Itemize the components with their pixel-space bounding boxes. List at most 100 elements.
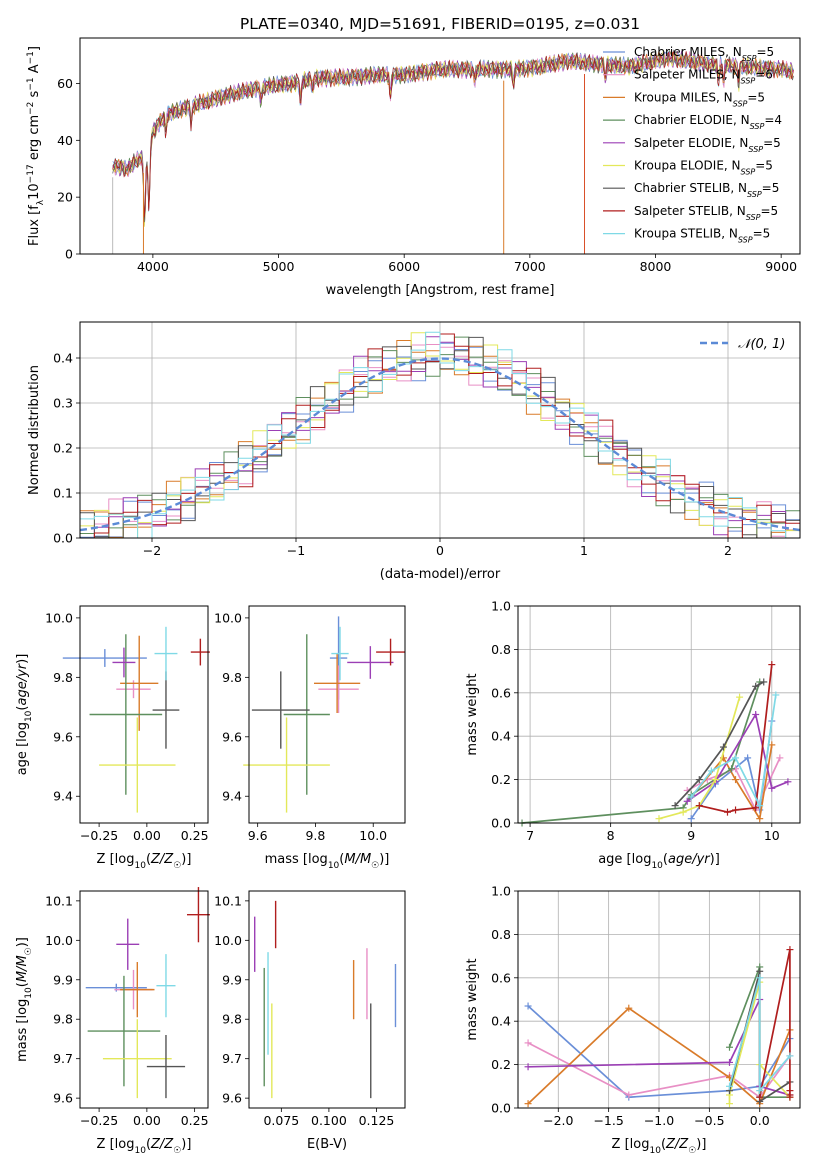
y-axis-label: Flux [fλ10−17 erg cm−2 s−1 A−1] xyxy=(26,46,46,246)
x-tick-label: 4000 xyxy=(137,259,169,274)
error-bar-point xyxy=(376,638,405,666)
legend-entry: Salpeter ELODIE, NSSP=5 xyxy=(634,136,781,154)
axes-frame xyxy=(517,605,801,824)
x-tick-label: 9.6 xyxy=(248,828,268,843)
error-bar-point xyxy=(318,665,359,714)
x-tick-label: 8 xyxy=(607,828,615,843)
weight-series xyxy=(695,661,776,816)
x-tick-label: 0.100 xyxy=(311,1113,347,1128)
y-tick-label: 0.0 xyxy=(491,816,511,831)
x-tick-label: 8000 xyxy=(640,259,672,274)
axes: 0.075 0.100 0.125 9.6 9.7 9.8 9.9 10.0 10.1 E(B-V… xyxy=(214,890,406,1152)
x-tick-label: 2 xyxy=(724,543,732,558)
histogram-step xyxy=(80,331,800,538)
legend-entry: Kroupa MILES, NSSP=5 xyxy=(634,90,765,108)
axes: −0.25 0.00 0.25 9.4 9.6 9.8 10.0 Z [log10(Z/Z☉)… xyxy=(15,605,209,871)
weight-series xyxy=(671,678,768,810)
x-axis-label: Z [log10(Z/Z☉)] xyxy=(97,852,192,871)
y-tick-label: 9.6 xyxy=(222,729,242,744)
y-tick-label: 0.6 xyxy=(491,685,511,700)
y-tick-label: 0.4 xyxy=(53,351,73,366)
weight-line xyxy=(658,696,741,820)
y-tick-label: 1.0 xyxy=(491,884,511,899)
age-vs-z-panel: −0.25 0.00 0.25 9.4 9.6 9.8 10.0 Z [log10(Z/Z☉)… xyxy=(15,605,210,871)
x-tick-label: −1 xyxy=(287,543,305,558)
x-tick-label: 0.00 xyxy=(133,828,161,843)
x-tick-label: −0.25 xyxy=(80,828,118,843)
axes-frame xyxy=(248,605,406,824)
y-tick-label: 10.0 xyxy=(45,610,73,625)
y-tick-label: 0.4 xyxy=(491,729,511,744)
x-tick-label: 9000 xyxy=(765,259,797,274)
x-tick-label: −1.0 xyxy=(644,1113,674,1128)
mass-vs-ebv-panel: 0.075 0.100 0.125 9.6 9.7 9.8 9.9 10.0 10.1 E(B-V… xyxy=(214,890,406,1152)
error-bar-point xyxy=(99,717,176,813)
error-bar-point xyxy=(62,649,147,667)
x-tick-label: −2 xyxy=(143,543,161,558)
error-bar-point xyxy=(120,962,155,1018)
x-tick-label: 9.8 xyxy=(305,828,325,843)
x-tick-label: 10.0 xyxy=(359,828,387,843)
y-tick-label: 0.2 xyxy=(53,441,73,456)
y-tick-label: 20 xyxy=(57,190,73,205)
spectrum-line xyxy=(112,50,794,221)
error-bar-point xyxy=(156,954,176,1018)
axes-frame xyxy=(79,605,209,824)
legend: 𝒩(0, 1) xyxy=(700,337,785,352)
y-tick-label: 60 xyxy=(57,76,73,91)
x-tick-label: 5000 xyxy=(263,259,295,274)
y-axis-label: mass [log10(M/M☉)] xyxy=(15,937,34,1062)
x-axis-label: age [log10(age/yr)] xyxy=(598,852,720,871)
x-axis-label: Z [log10(Z/Z☉)] xyxy=(97,1137,192,1156)
error-bar-point xyxy=(87,975,161,1087)
axes-frame xyxy=(79,37,801,255)
y-tick-label: 40 xyxy=(57,133,73,148)
spectrum-panel: 4000 5000 6000 7000 8000 9000 0 20 40 60 wavelengt… xyxy=(26,37,801,298)
mass-vs-z-panel: −0.25 0.00 0.25 9.6 9.7 9.8 9.9 10.0 10.1 Z [log1… xyxy=(15,887,210,1156)
x-tick-label: −1.5 xyxy=(593,1113,623,1128)
axes: 9.6 9.8 10.0 9.4 9.6 9.8 10.0 mass [log10(M/M☉)… xyxy=(214,605,406,871)
y-tick-label: 0.4 xyxy=(491,1014,511,1029)
error-bar-point xyxy=(89,634,163,795)
error-bar-point xyxy=(154,626,178,681)
weight-series xyxy=(687,691,780,810)
plot-area xyxy=(243,616,405,813)
x-tick-label: 1 xyxy=(580,543,588,558)
y-tick-label: 10.1 xyxy=(45,893,73,908)
y-tick-label: 9.6 xyxy=(53,729,73,744)
axes: −2.0 −1.5 −1.0 −0.5 0.0 0.0 0.2 0.4 0.6 0.8 1.0 Z [… xyxy=(465,884,801,1156)
axes: 7 8 9 10 0.0 0.2 0.4 0.6 0.8 1.0 age [log10(age/yr… xyxy=(465,599,801,871)
axes-frame xyxy=(79,321,801,539)
weight-series xyxy=(756,946,794,1101)
x-tick-label: 7000 xyxy=(514,259,546,274)
y-tick-label: 0.6 xyxy=(491,970,511,985)
x-tick-label: 0.25 xyxy=(181,828,209,843)
y-axis-label: mass weight xyxy=(465,673,480,755)
error-bar-point xyxy=(112,647,136,678)
y-axis-label: mass weight xyxy=(465,958,480,1040)
legend-entry: Chabrier STELIB, NSSP=5 xyxy=(634,181,779,199)
y-axis-label: Normed distribution xyxy=(27,365,42,495)
axes: −0.25 0.00 0.25 9.6 9.7 9.8 9.9 10.0 10.1 Z [log1… xyxy=(15,890,209,1156)
x-tick-label: 0.25 xyxy=(181,1113,209,1128)
age-vs-mass-panel: 9.6 9.8 10.0 9.4 9.6 9.8 10.0 mass [log10(M/M☉)… xyxy=(214,605,406,871)
axes: 4000 5000 6000 7000 8000 9000 0 20 40 60 wavelengt… xyxy=(26,37,801,298)
x-axis-label: (data-model)/error xyxy=(380,567,501,582)
error-bar-point xyxy=(102,1019,172,1099)
x-axis-label: mass [log10(M/M☉)] xyxy=(265,852,390,871)
error-bar-point xyxy=(186,887,210,943)
gaussian-reference-curve xyxy=(80,357,800,532)
weight-line xyxy=(758,949,791,1098)
x-tick-label: −2.0 xyxy=(543,1113,573,1128)
error-bar-point xyxy=(243,717,330,813)
y-tick-label: 9.4 xyxy=(53,789,73,804)
y-tick-label: 10.0 xyxy=(214,933,242,948)
weight-series xyxy=(518,678,764,827)
x-tick-label: 10 xyxy=(764,828,780,843)
y-tick-label: 1.0 xyxy=(491,599,511,614)
x-tick-label: 0.075 xyxy=(263,1113,299,1128)
y-tick-label: 9.8 xyxy=(53,1012,73,1027)
error-bar-point xyxy=(314,653,361,714)
x-tick-label: −0.25 xyxy=(80,1113,118,1128)
weight-line xyxy=(728,977,791,1093)
